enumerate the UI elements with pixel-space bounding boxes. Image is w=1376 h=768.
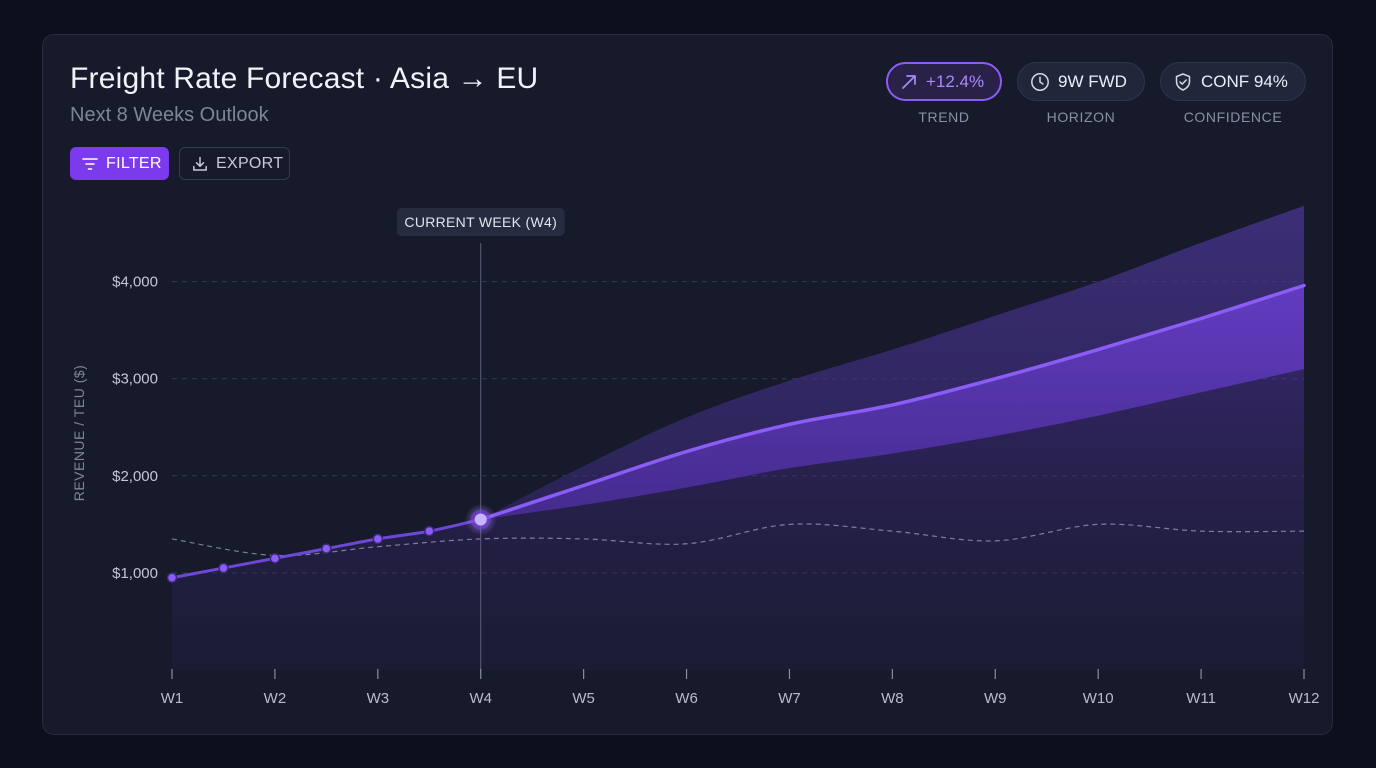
trend-value: +12.4% — [926, 71, 985, 91]
confidence-pill[interactable]: CONF 94% — [1160, 62, 1306, 101]
x-tick-label: W9 — [984, 690, 1007, 707]
confidence-caption: CONFIDENCE — [1183, 109, 1283, 125]
actual-data-point — [218, 562, 229, 574]
x-tick-label: W12 — [1289, 690, 1320, 707]
actual-data-point — [321, 543, 332, 554]
confidence-value: CONF 94% — [1201, 71, 1288, 91]
actual-data-point — [424, 525, 435, 537]
x-tick-label: W2 — [264, 690, 287, 707]
shield-check-icon — [1175, 72, 1191, 91]
x-tick-label: W7 — [778, 690, 801, 707]
clock-icon — [1031, 72, 1049, 91]
chart-subtitle: Next 8 Weeks Outlook — [70, 104, 269, 126]
x-tick-label: W5 — [572, 690, 595, 707]
export-button[interactable]: EXPORT — [179, 147, 290, 180]
filter-icon — [82, 157, 98, 170]
horizon-pill[interactable]: 9W FWD — [1017, 62, 1145, 101]
y-tick-label: $1,000 — [112, 565, 158, 582]
filter-button-label: FILTER — [106, 154, 162, 172]
y-axis-title: REVENUE / TEU ($) — [71, 365, 87, 502]
y-tick-label: $4,000 — [112, 274, 158, 291]
confidence-band-outer — [480, 205, 1304, 520]
x-tick-label: W8 — [881, 690, 904, 707]
x-tick-label: W1 — [161, 690, 184, 707]
filter-button[interactable]: FILTER — [70, 147, 169, 180]
confidence-band-inner — [480, 285, 1304, 520]
horizon-value: 9W FWD — [1058, 71, 1127, 91]
x-tick-label: W3 — [367, 690, 390, 707]
horizon-caption: HORIZON — [1046, 109, 1116, 125]
download-icon — [193, 156, 207, 171]
export-button-label: EXPORT — [216, 154, 284, 172]
trend-caption: TREND — [918, 109, 970, 125]
trend-pill[interactable]: +12.4% — [886, 62, 1002, 101]
actual-data-point — [372, 533, 384, 545]
forecast-series-line — [478, 283, 1306, 522]
trend-up-arrow-icon — [902, 74, 916, 89]
y-tick-label: $3,000 — [112, 371, 158, 388]
chart-title: Freight Rate Forecast · Asia → EU — [70, 62, 539, 95]
current-data-point — [474, 513, 487, 526]
x-tick-label: W10 — [1083, 690, 1114, 707]
x-tick-label: W11 — [1186, 690, 1216, 707]
actual-data-point — [269, 553, 281, 564]
current-week-label: CURRENT WEEK (W4) — [404, 214, 557, 230]
baseline-series-line — [171, 523, 1305, 557]
x-tick-label: W6 — [675, 690, 698, 707]
actual-data-point — [166, 572, 178, 584]
x-tick-label: W4 — [469, 690, 492, 707]
y-tick-label: $2,000 — [112, 468, 158, 485]
current-week-label-bg — [396, 208, 565, 236]
